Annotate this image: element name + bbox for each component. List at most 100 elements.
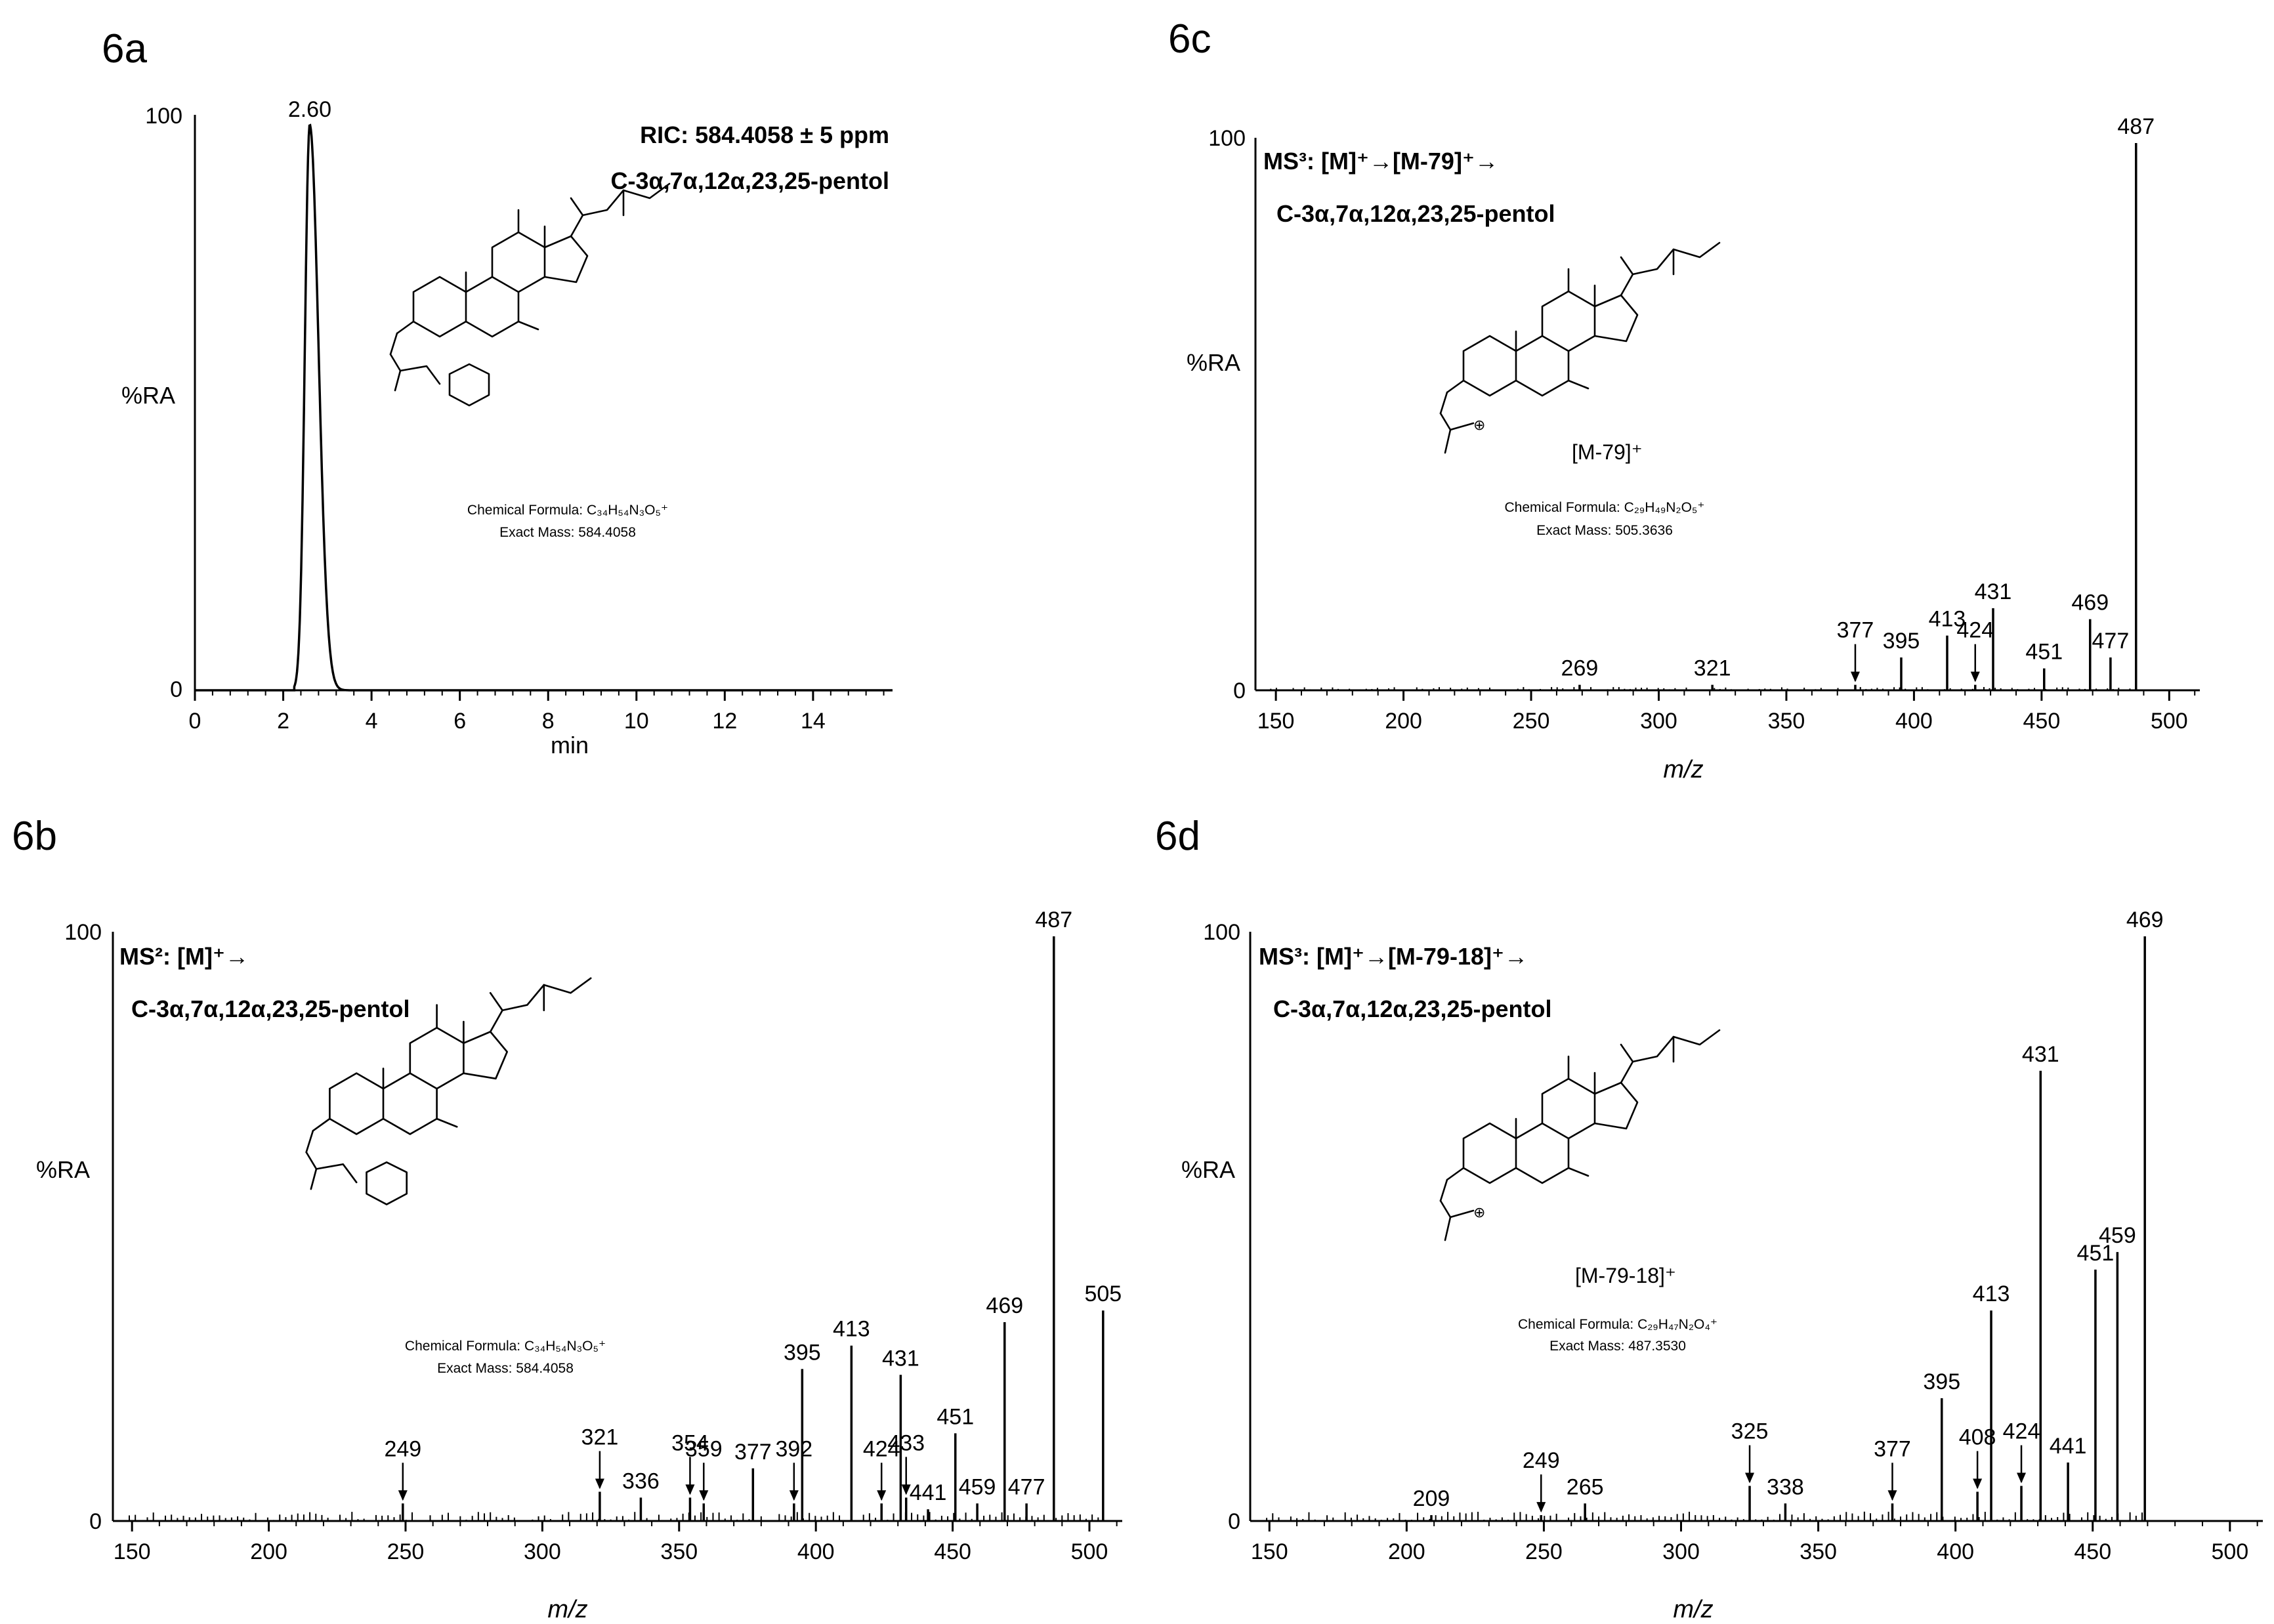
peak-label: 424 [2003, 1419, 2040, 1444]
peak-label: 413 [1929, 607, 1966, 632]
peak-label: 413 [1973, 1281, 2010, 1306]
peak-label: 424 [863, 1436, 900, 1461]
peak-label: 469 [2071, 591, 2109, 615]
x-tick-label: 6 [453, 709, 466, 734]
charge-symbol-6d: ⊕ [1473, 1204, 1485, 1220]
chart-title-6c: MS³: [M]⁺→[M-79]⁺→ [1263, 148, 1498, 175]
peak-label: 459 [959, 1474, 996, 1499]
chromatogram-6a: 100 0 %RA min 0 2 4 6 8 10 12 14 2.60 RIC: 584.… [121, 97, 893, 759]
x-tick-label: 500 [2151, 709, 2188, 734]
x-tick-label: 150 [1257, 709, 1295, 734]
x-axis-label-6a: min [551, 732, 589, 759]
spectrum-6c: 100 0 %RA m/z 150 200 250 300 350 400 450 500 2… [1187, 114, 2200, 783]
peak-label: 477 [2092, 629, 2130, 654]
x-axis-label-6d: m/z [1673, 1596, 1713, 1623]
mass-caption-6d: Exact Mass: 487.3530 [1549, 1339, 1686, 1354]
chart-subtitle-6d: C-3α,7α,12α,23,25-pentol [1273, 995, 1552, 1022]
peak-arrowhead [901, 1484, 911, 1495]
x-tick-label: 0 [189, 709, 201, 734]
peak-label: 338 [1767, 1474, 1804, 1499]
panel-label-6a: 6a [102, 26, 147, 72]
y-tick-6d-zero: 0 [1228, 1509, 1240, 1534]
y-axis-label-6b: %RA [36, 1156, 90, 1183]
peak-label: 359 [685, 1436, 723, 1461]
peak-label: 321 [1694, 656, 1731, 681]
peak-label: 487 [2117, 114, 2155, 139]
x-tick-label: 4 [366, 709, 378, 734]
x-axis-label-6c: m/z [1663, 756, 1703, 783]
peak-arrowhead [1850, 671, 1860, 682]
x-tick-label: 450 [2074, 1539, 2111, 1564]
x-tick-label: 200 [250, 1539, 287, 1564]
chromatogram-trace [195, 123, 893, 692]
formula-caption-6b: Chemical Formula: C₃₄H₅₄N₃O₅⁺ [405, 1339, 606, 1354]
x-tick-label: 400 [1895, 709, 1933, 734]
peak-label: 469 [986, 1293, 1023, 1318]
peak-label: 441 [910, 1480, 947, 1505]
peak-label: 395 [784, 1340, 821, 1365]
x-tick-label: 2 [277, 709, 289, 734]
spectrum-6d: 100 0 %RA m/z 150 200 250 300 350 400 450 500 2… [1181, 907, 2263, 1623]
x-tick-label: 450 [2023, 709, 2061, 734]
y-axis-label-6c: %RA [1187, 349, 1240, 376]
chart-title-6b: MS²: [M]⁺→ [119, 943, 249, 970]
x-tick-label: 8 [542, 709, 555, 734]
mass-caption-6c: Exact Mass: 505.3636 [1536, 523, 1673, 538]
spectrum-6b: 100 0 %RA m/z 150 200 250 300 350 400 450 500 2… [36, 907, 1122, 1623]
x-tick-label: 150 [1251, 1539, 1288, 1564]
peak-arrowhead [595, 1478, 604, 1489]
x-ticks-6c: 150 200 250 300 350 400 450 500 [1257, 690, 2196, 734]
peak-label: 392 [775, 1436, 812, 1461]
peak-arrowhead [877, 1490, 887, 1501]
peak-arrowhead [1536, 1502, 1546, 1513]
y-tick-6b-top: 100 [64, 920, 102, 945]
x-tick-label: 200 [1385, 709, 1422, 734]
peak-label: 459 [2099, 1223, 2136, 1248]
peak-label: 441 [2050, 1434, 2087, 1459]
baseline-noise-6d [1266, 1511, 2143, 1521]
y-axis-label-6a: %RA [121, 382, 175, 409]
peak-label-6a: 2.60 [288, 97, 331, 122]
peak-label: 336 [622, 1468, 660, 1493]
x-axis-label-6b: m/z [547, 1596, 587, 1623]
peak-label: 431 [882, 1346, 919, 1371]
peak-arrowhead [2017, 1472, 2027, 1484]
peak-arrowhead [1973, 1478, 1983, 1489]
x-tick-label: 500 [2211, 1539, 2248, 1564]
y-tick-6a-top: 100 [145, 104, 182, 129]
structure-drawing-6a [389, 182, 671, 407]
peak-label: 424 [1956, 618, 1994, 643]
mass-caption-6b: Exact Mass: 584.4058 [437, 1361, 574, 1376]
peak-label: 451 [2077, 1241, 2115, 1266]
peak-label: 451 [937, 1404, 974, 1429]
formula-caption-6c: Chemical Formula: C₂₉H₄₉N₂O₅⁺ [1505, 500, 1705, 515]
x-tick-label: 12 [712, 709, 737, 734]
x-tick-label: 300 [1662, 1539, 1700, 1564]
chart-subtitle-6a: C-3α,7α,12α,23,25-pentol [610, 167, 889, 194]
peak-label: 477 [1008, 1474, 1045, 1499]
peak-label: 377 [1874, 1436, 1911, 1461]
ion-label-6c: [M-79]⁺ [1572, 440, 1643, 464]
x-tick-label: 200 [1388, 1539, 1425, 1564]
peaks-6d: 2092492653253383773954084134244314414514… [1413, 907, 2164, 1521]
peak-arrowhead [1745, 1472, 1755, 1484]
peak-label: 408 [1959, 1425, 1996, 1449]
x-tick-label: 500 [1071, 1539, 1108, 1564]
peak-label: 469 [2126, 907, 2164, 932]
x-tick-label: 300 [1640, 709, 1677, 734]
x-tick-label: 300 [524, 1539, 561, 1564]
y-tick-6c-top: 100 [1208, 126, 1246, 151]
y-tick-6c-zero: 0 [1233, 678, 1246, 703]
panel-label-6c: 6c [1168, 16, 1211, 62]
peak-arrowhead [699, 1490, 709, 1501]
peak-label: 249 [384, 1436, 421, 1461]
formula-caption-6d: Chemical Formula: C₂₉H₄₇N₂O₄⁺ [1518, 1317, 1717, 1332]
mass-caption-6a: Exact Mass: 584.4058 [499, 525, 636, 540]
baseline-noise-6c [1270, 687, 2136, 690]
x-tick-label: 350 [1800, 1539, 1837, 1564]
x-tick-label: 350 [660, 1539, 698, 1564]
y-axis-label-6d: %RA [1181, 1156, 1235, 1183]
peak-label: 505 [1084, 1281, 1122, 1306]
peak-label: 433 [887, 1430, 925, 1455]
